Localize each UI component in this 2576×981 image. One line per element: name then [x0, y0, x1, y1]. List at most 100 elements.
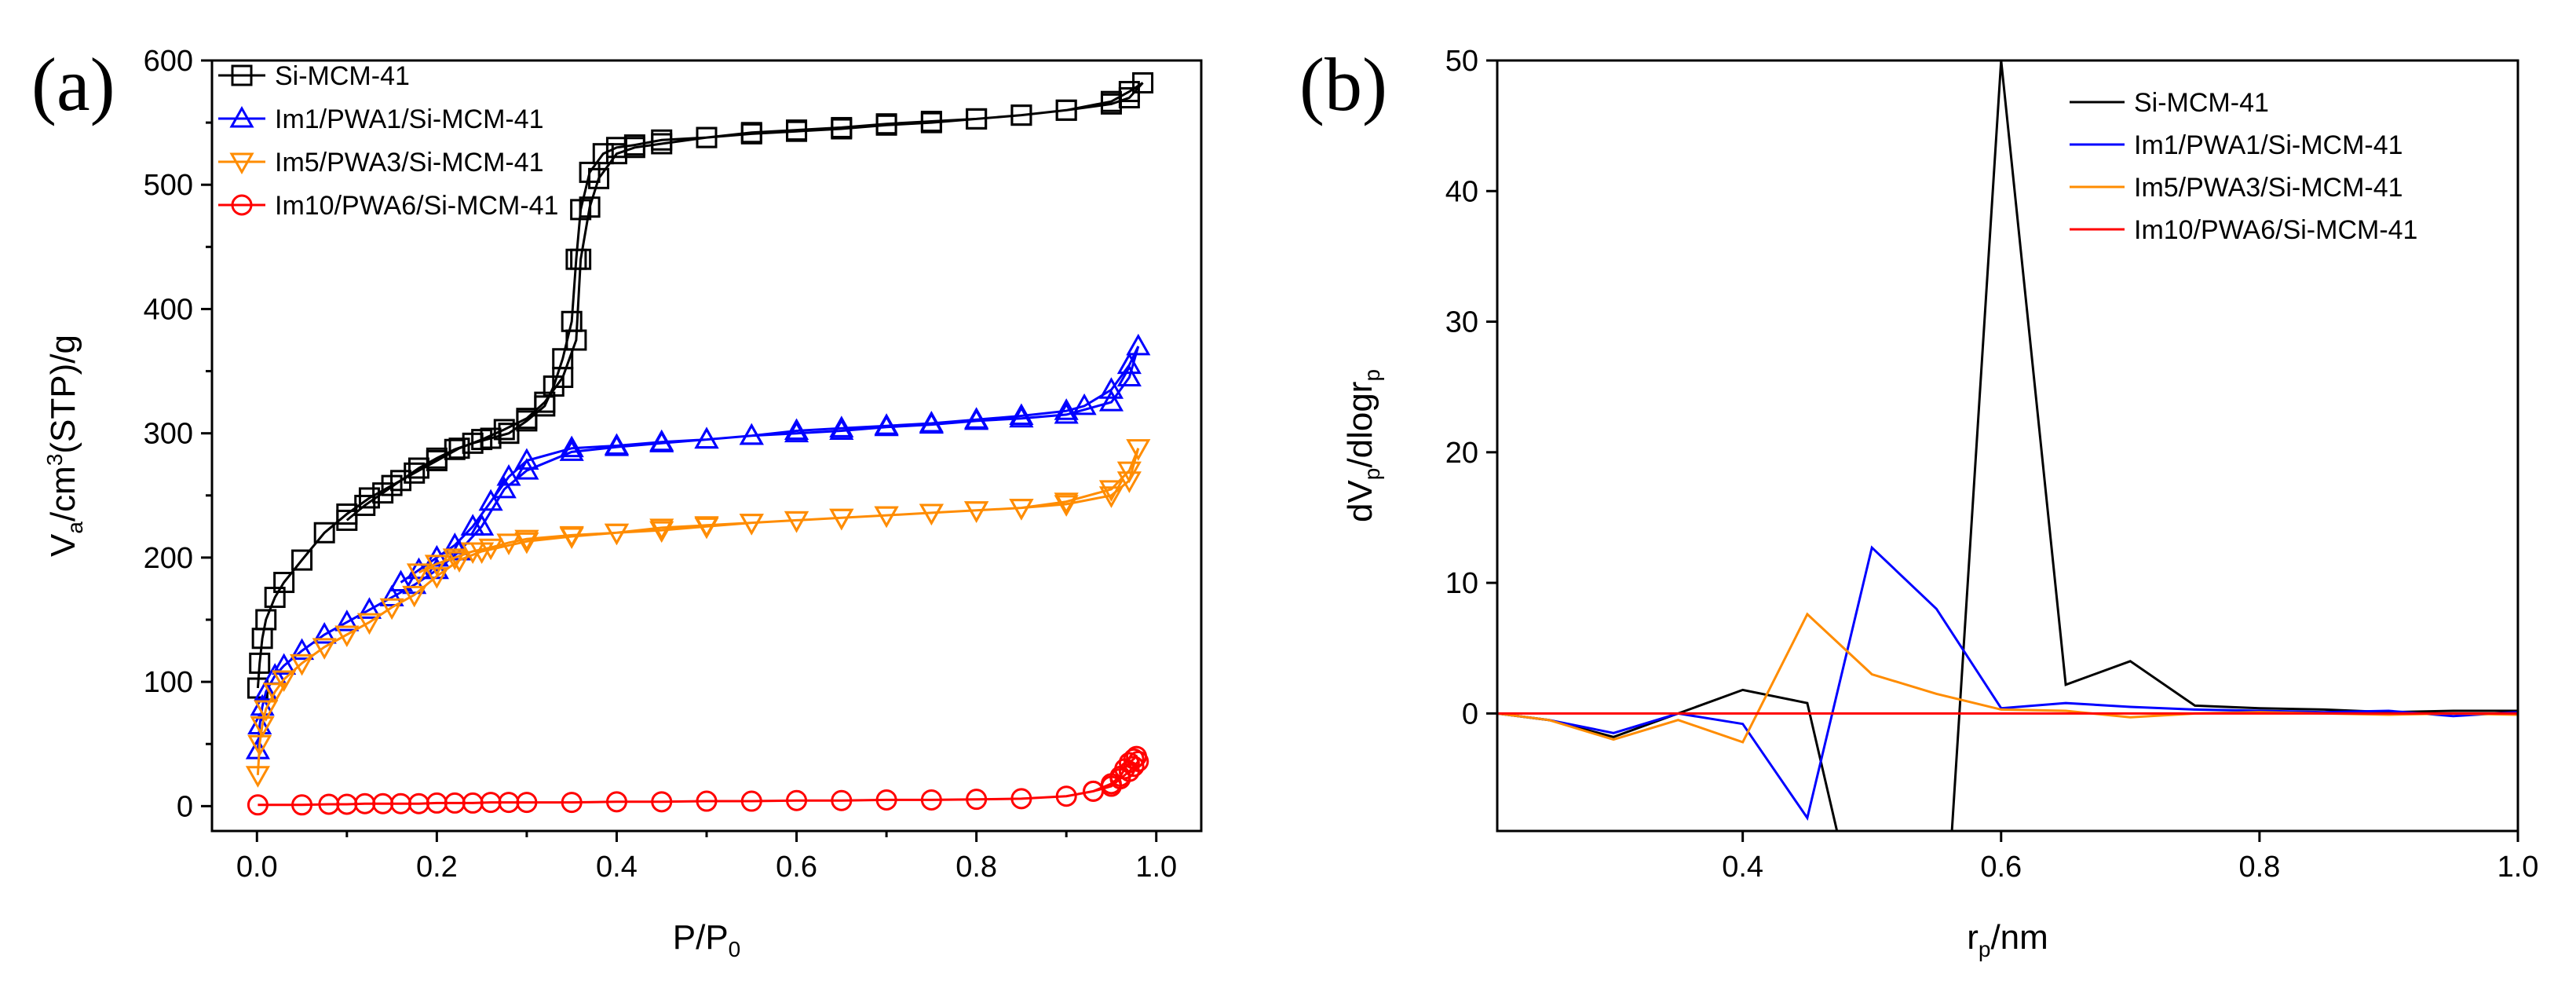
legend-marker — [231, 64, 253, 86]
x-tick-label: 0.8 — [2238, 851, 2280, 884]
y-tick-label: 40 — [1445, 175, 1478, 208]
data-point — [289, 638, 315, 661]
y-axis-label: Va/cm3(STP)/g — [42, 335, 87, 557]
y-tick-label: 400 — [144, 293, 193, 326]
data-point — [336, 509, 358, 531]
data-point — [514, 532, 539, 555]
legend-marker — [231, 194, 253, 216]
data-point — [478, 489, 503, 511]
data-point — [313, 522, 335, 544]
data-point — [273, 572, 295, 594]
data-point — [920, 789, 942, 811]
data-point — [516, 792, 538, 814]
legend: Si-MCM-41 Im1/PWA1/Si-MCM-41 Im5/PWA3/Si-M… — [218, 61, 558, 221]
data-point — [291, 549, 313, 571]
data-point — [460, 514, 485, 536]
data-point — [1010, 104, 1032, 126]
data-point — [448, 437, 470, 459]
data-point — [966, 108, 988, 130]
data-point — [604, 433, 630, 455]
data-point — [592, 143, 614, 165]
data-point — [1054, 398, 1079, 420]
data-point — [784, 420, 809, 443]
data-point — [561, 792, 583, 814]
data-point — [966, 789, 988, 811]
data-point — [245, 766, 270, 788]
data-point — [354, 494, 376, 516]
panel-b: 0.4 0.6 0.8 1.0 0 10 20 30 40 50 (b) rp/nm dVp/dlogr… — [1299, 42, 2538, 961]
y-tick-label: 0 — [177, 790, 193, 823]
data-point — [739, 514, 764, 536]
y-tick-label: 50 — [1445, 45, 1478, 78]
data-point — [829, 415, 854, 437]
data-point — [579, 161, 601, 183]
data-point — [559, 435, 584, 458]
data-point — [478, 538, 503, 561]
y-axis-label: dVp/dlogrp — [1341, 369, 1384, 522]
data-point — [496, 464, 521, 486]
data-point — [406, 563, 432, 585]
data-point — [1116, 471, 1142, 493]
data-point — [649, 518, 674, 540]
data-point — [1010, 788, 1032, 810]
data-point — [1009, 405, 1034, 428]
legend-marker — [229, 152, 254, 175]
data-point — [920, 111, 942, 133]
data-point — [356, 613, 382, 635]
data-point — [358, 487, 380, 509]
data-point — [605, 137, 627, 159]
legend-label: Im5/PWA3/Si-MCM-41 — [2134, 173, 2403, 203]
data-point — [496, 533, 521, 555]
data-point — [1009, 403, 1034, 426]
series-line-im1-pwa1-si-mcm-41 — [1497, 545, 2518, 822]
data-point — [442, 548, 467, 570]
legend: Si-MCM-41 Im1/PWA1/Si-MCM-41 Im5/PWA3/Si-M… — [2070, 88, 2417, 245]
data-point — [291, 794, 313, 816]
data-point — [561, 310, 583, 332]
data-point — [570, 199, 592, 221]
x-tick-label: 0.4 — [1722, 851, 1763, 884]
data-point — [829, 508, 854, 531]
data-point — [1098, 480, 1124, 502]
data-point — [424, 567, 449, 589]
data-point — [559, 439, 584, 461]
data-point — [875, 789, 897, 811]
x-tick-label: 1.0 — [2497, 851, 2539, 884]
data-point — [874, 413, 899, 435]
data-point — [272, 653, 297, 675]
data-point — [312, 638, 337, 660]
data-point — [1098, 390, 1124, 412]
data-point — [534, 395, 556, 417]
data-point — [249, 652, 271, 674]
data-point — [390, 470, 412, 492]
data-point — [696, 126, 718, 148]
data-point — [372, 482, 394, 504]
data-point — [247, 734, 272, 757]
data-point — [565, 248, 587, 270]
data-point — [786, 119, 808, 141]
data-point — [964, 407, 989, 429]
data-point — [649, 521, 674, 544]
data-point — [388, 569, 414, 592]
panel-label: (b) — [1299, 42, 1387, 126]
data-point — [1116, 461, 1142, 484]
data-point — [740, 122, 762, 144]
data-point — [1055, 99, 1077, 121]
data-point — [739, 423, 764, 445]
data-point — [1123, 756, 1145, 778]
x-axis-label: rp/nm — [1967, 918, 2048, 961]
legend-label: Im1/PWA1/Si-MCM-41 — [275, 104, 544, 134]
data-point — [831, 789, 853, 811]
data-point — [784, 418, 809, 441]
data-point — [559, 525, 584, 548]
data-point — [874, 506, 899, 529]
x-tick-label: 0.4 — [596, 851, 638, 884]
panel-a: 0.0 0.2 0.4 0.6 0.8 1.0 0 100 200 300 400 500 600 (a)… — [31, 42, 1203, 961]
series-group — [1497, 60, 2518, 831]
plot-frame — [1496, 59, 2519, 833]
data-point — [1083, 780, 1105, 802]
x-axis-label: P/P0 — [673, 918, 741, 961]
data-point — [696, 790, 718, 812]
data-point — [740, 790, 762, 812]
data-point — [255, 609, 277, 631]
